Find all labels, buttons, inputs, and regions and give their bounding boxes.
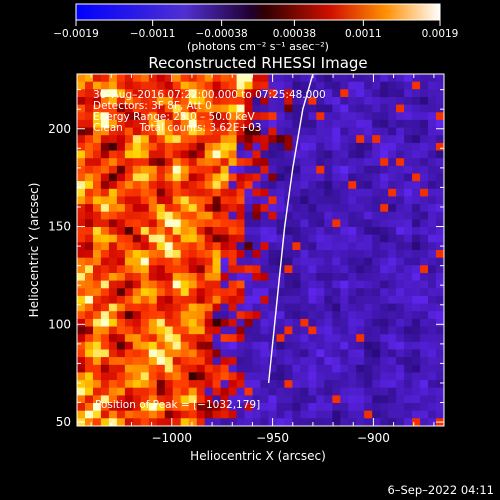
chart-title: Reconstructed RHESSI Image [148, 54, 367, 72]
colorbar-ticks: −0.0019 −0.0011 −0.00038 0.00038 0.0011 0.001… [53, 20, 458, 40]
colorbar-tick-label: 0.00038 [273, 28, 316, 40]
x-axis-ticks: −1000 −950 −900 [90, 74, 435, 445]
info-text: 30–Aug–2016 07:22:00.000 to 07:25:48.000… [93, 89, 326, 134]
x-tick-label: −1000 [151, 431, 192, 445]
footer-timestamp: 6–Sep–2022 04:11 [387, 483, 494, 497]
plot-frame [76, 73, 445, 427]
colorbar-tick-label: −0.00038 [195, 28, 247, 40]
colorbar-tick-label: −0.0019 [53, 28, 99, 40]
solar-limb-line [267, 74, 314, 384]
y-tick-label: 200 [48, 122, 71, 136]
info-line-date: 30–Aug–2016 07:22:00.000 to 07:25:48.000 [93, 89, 326, 101]
y-tick-label: 100 [48, 317, 71, 331]
y-axis-label: Heliocentric Y (arcsec) [27, 183, 41, 318]
x-tick-label: −950 [256, 431, 289, 445]
info-line-counts: Clean Total counts: 3.62E+03 [93, 122, 262, 134]
heatmap-cells [77, 74, 444, 426]
x-axis-label: Heliocentric X (arcsec) [190, 449, 326, 463]
colorbar-unit-label: (photons cm⁻² s⁻¹ asec⁻²) [187, 40, 329, 53]
colorbar-tick-label: −0.0011 [130, 28, 176, 40]
y-axis-ticks: 50 100 150 200 [48, 89, 444, 429]
peak-position-label: Position of Peak = [−1032,179] [95, 399, 260, 411]
x-tick-label: −900 [357, 431, 390, 445]
info-line-detectors: Detectors: 3F 8F, Att 0 [93, 100, 212, 112]
colorbar [75, 3, 441, 21]
y-tick-label: 50 [56, 415, 71, 429]
colorbar-tick-label: 0.0019 [422, 28, 459, 40]
y-tick-label: 150 [48, 220, 71, 234]
info-line-energy: Energy Range: 25.0 – 50.0 keV [93, 111, 255, 123]
colorbar-tick-label: 0.0011 [345, 28, 382, 40]
